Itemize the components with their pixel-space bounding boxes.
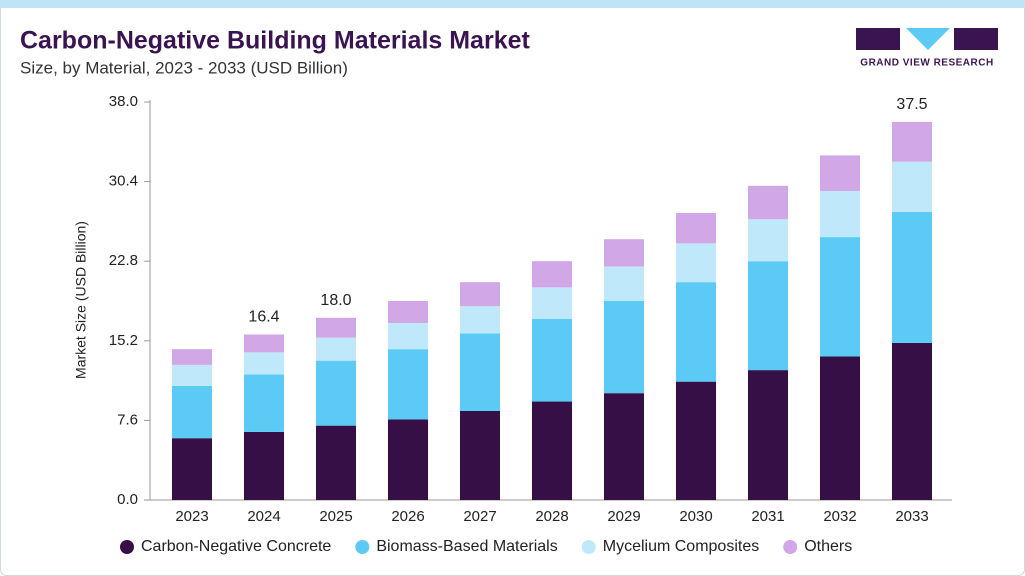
bar-segment bbox=[820, 191, 860, 238]
bar-segment bbox=[460, 306, 500, 334]
bar-segment bbox=[892, 211, 932, 343]
x-tick-label: 2024 bbox=[247, 508, 280, 525]
y-tick-label: 30.4 bbox=[109, 173, 138, 190]
bar-segment bbox=[820, 356, 860, 500]
logo-text: GRAND VIEW RESEARCH bbox=[860, 58, 993, 69]
chart-subtitle: Size, by Material, 2023 - 2033 (USD Bill… bbox=[20, 58, 348, 77]
y-axis-label: Market Size (USD Billion) bbox=[73, 221, 89, 379]
legend-label: Carbon-Negative Concrete bbox=[141, 538, 331, 555]
x-tick-label: 2029 bbox=[607, 508, 640, 525]
chart-title: Carbon-Negative Building Materials Marke… bbox=[20, 27, 531, 55]
x-tick-label: 2025 bbox=[319, 508, 352, 525]
logo: GRAND VIEW RESEARCH bbox=[856, 28, 998, 69]
y-tick-label: 22.8 bbox=[109, 252, 138, 269]
bar-segment bbox=[604, 301, 644, 394]
bar-segment bbox=[388, 322, 428, 350]
bar-segment bbox=[460, 333, 500, 411]
x-tick-label: 2033 bbox=[895, 508, 928, 525]
legend-label: Others bbox=[804, 538, 852, 555]
bar-segment bbox=[820, 155, 860, 192]
total-label: 37.5 bbox=[896, 96, 927, 113]
logo-block bbox=[856, 28, 900, 50]
bar-segment bbox=[316, 425, 356, 500]
bar-segment bbox=[748, 261, 788, 371]
bar-segment bbox=[748, 370, 788, 500]
y-tick-label: 7.6 bbox=[117, 411, 138, 428]
x-tick-label: 2032 bbox=[823, 508, 856, 525]
bar-segment bbox=[676, 213, 716, 244]
bar-segment bbox=[604, 266, 644, 301]
bar-segment bbox=[244, 374, 284, 432]
bar-segment bbox=[604, 239, 644, 267]
bar-segment bbox=[676, 243, 716, 283]
x-tick-label: 2030 bbox=[679, 508, 712, 525]
legend-swatch bbox=[581, 540, 596, 554]
y-tick-label: 15.2 bbox=[109, 332, 138, 349]
x-tick-label: 2027 bbox=[463, 508, 496, 525]
bar-segment bbox=[172, 364, 212, 386]
bar-segment bbox=[532, 261, 572, 288]
bar-segment bbox=[604, 393, 644, 500]
x-tick-label: 2031 bbox=[751, 508, 784, 525]
bar-segment bbox=[748, 185, 788, 220]
bar-segment bbox=[244, 352, 284, 375]
bar-segment bbox=[316, 360, 356, 426]
legend-label: Mycelium Composites bbox=[603, 538, 759, 555]
bar-segment bbox=[892, 161, 932, 212]
bar-segment bbox=[172, 385, 212, 439]
y-tick-label: 0.0 bbox=[117, 491, 138, 508]
bar-segment bbox=[172, 349, 212, 365]
bar-segment bbox=[460, 282, 500, 307]
bar-segment bbox=[532, 318, 572, 402]
legend-label: Biomass-Based Materials bbox=[376, 538, 557, 555]
legend-swatch bbox=[120, 540, 134, 554]
bar-segment bbox=[172, 438, 212, 500]
x-tick-label: 2028 bbox=[535, 508, 568, 525]
bar-segment bbox=[676, 282, 716, 382]
bar-segment bbox=[532, 401, 572, 500]
bar-segment bbox=[316, 337, 356, 361]
total-label: 16.4 bbox=[248, 309, 279, 326]
bar-segment bbox=[892, 342, 932, 500]
bar-segment bbox=[748, 219, 788, 262]
bar-segment bbox=[388, 349, 428, 420]
x-tick-label: 2026 bbox=[391, 508, 424, 525]
bar-segment bbox=[820, 237, 860, 357]
bar-segment bbox=[532, 287, 572, 319]
bar-segment bbox=[244, 334, 284, 353]
bar-segment bbox=[892, 121, 932, 162]
legend-swatch bbox=[355, 540, 370, 554]
logo-block bbox=[954, 28, 998, 50]
bar-segment bbox=[244, 431, 284, 500]
bar-segment bbox=[676, 381, 716, 500]
bar-segment bbox=[388, 301, 428, 323]
y-tick-label: 38.0 bbox=[109, 93, 138, 110]
top-strip bbox=[0, 0, 1025, 8]
legend-swatch bbox=[783, 540, 798, 554]
bar-segment bbox=[388, 419, 428, 500]
bar-segment bbox=[460, 410, 500, 500]
x-tick-label: 2023 bbox=[175, 508, 208, 525]
bar-segment bbox=[316, 317, 356, 338]
total-label: 18.0 bbox=[320, 292, 351, 309]
logo-block bbox=[906, 28, 950, 50]
